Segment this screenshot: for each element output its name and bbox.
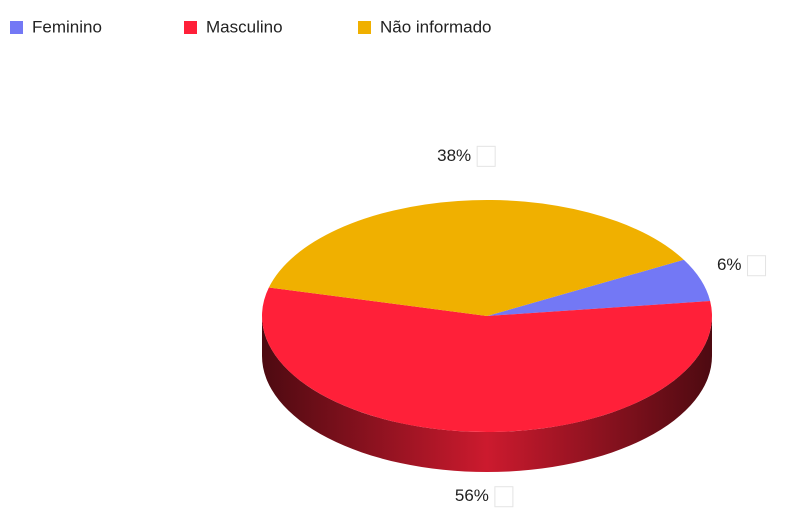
legend-label: Feminino (32, 17, 102, 36)
slice (487, 259, 711, 316)
label-box (476, 145, 496, 167)
legend-label: Não informado (380, 17, 492, 36)
data-label: 38% (437, 146, 471, 165)
legend: Feminino Masculino Não informado (10, 17, 492, 36)
legend-label: Masculino (206, 17, 283, 36)
slice-side (262, 316, 712, 472)
slice (262, 287, 712, 432)
legend-swatch (10, 21, 23, 34)
label-box (494, 486, 514, 508)
data-labels: 6% 56% 38% (437, 145, 767, 508)
label-box (747, 255, 767, 277)
data-label: 6% (717, 255, 742, 274)
pie-sides (262, 316, 712, 472)
data-label: 56% (455, 486, 489, 505)
legend-swatch (358, 21, 371, 34)
pie-top (262, 200, 712, 432)
slice (268, 200, 684, 316)
legend-swatch (184, 21, 197, 34)
